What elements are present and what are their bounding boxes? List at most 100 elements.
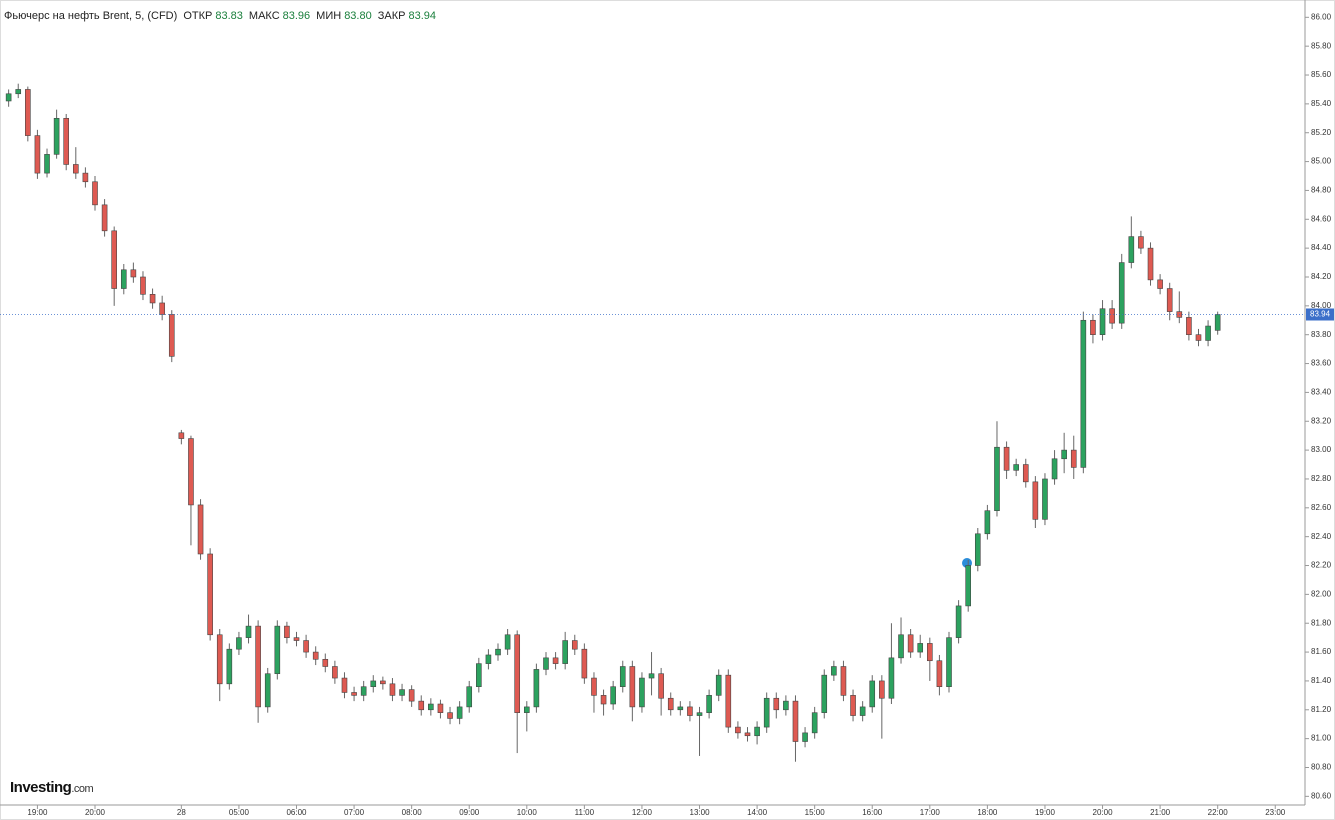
candle-body xyxy=(370,680,377,688)
candle-body xyxy=(984,510,991,535)
x-tick-label: 28 xyxy=(177,808,186,817)
candle-body xyxy=(236,637,242,650)
candle-body xyxy=(226,648,233,685)
candle-body xyxy=(523,706,530,713)
candle-body xyxy=(188,438,194,506)
candle-body xyxy=(658,673,664,699)
candle-body xyxy=(216,634,223,685)
candle-body xyxy=(207,553,213,636)
candle-body xyxy=(792,700,799,742)
candle-body xyxy=(504,634,511,650)
candle-body xyxy=(34,135,41,174)
ohlc-label: ЗАКР xyxy=(377,10,406,22)
y-tick-label: 81.80 xyxy=(1311,618,1332,627)
candle-body xyxy=(82,172,89,183)
candle-body xyxy=(447,712,453,719)
candle-body xyxy=(44,154,50,174)
candle-body xyxy=(974,533,981,566)
x-tick-label: 12:00 xyxy=(632,808,653,817)
y-tick-label: 85.20 xyxy=(1311,128,1332,137)
x-tick-label: 21:00 xyxy=(1150,808,1171,817)
candle-body xyxy=(1003,446,1010,471)
logo-suffix: .com xyxy=(71,783,94,795)
candle-body xyxy=(1042,478,1048,520)
candle-body xyxy=(111,230,117,289)
candle-body xyxy=(955,605,962,638)
candle-body xyxy=(495,648,501,656)
candle-body xyxy=(351,692,357,696)
candle-body xyxy=(1061,449,1067,460)
candle-body xyxy=(1090,319,1096,335)
candle-body xyxy=(332,666,338,679)
x-tick-label: 19:00 xyxy=(27,808,48,817)
candle-body xyxy=(159,302,165,315)
y-tick-label: 83.20 xyxy=(1311,416,1332,425)
candle-body xyxy=(715,674,722,696)
candle-body xyxy=(63,117,70,165)
candle-body xyxy=(552,657,559,664)
candle-body xyxy=(245,625,252,638)
candle-body xyxy=(1138,236,1144,249)
ohlc-value: 83.96 xyxy=(282,10,311,22)
chart-title: Фьючерс на нефть Brent, 5, (CFD) xyxy=(4,10,178,22)
y-tick-label: 82.20 xyxy=(1311,561,1332,570)
candle-body xyxy=(274,625,281,675)
y-tick-label: 83.00 xyxy=(1311,445,1332,454)
y-tick-label: 82.00 xyxy=(1311,589,1332,598)
y-tick-label: 85.40 xyxy=(1311,99,1332,108)
candle-body xyxy=(456,706,463,719)
candle-body xyxy=(1195,334,1202,341)
y-tick-label: 82.40 xyxy=(1311,532,1332,541)
y-tick-label: 82.80 xyxy=(1311,474,1332,483)
x-tick-label: 20:00 xyxy=(1093,808,1114,817)
candle-body xyxy=(476,663,482,688)
x-tick-label: 09:00 xyxy=(459,808,480,817)
x-tick-label: 07:00 xyxy=(344,808,365,817)
candle-body xyxy=(255,625,261,708)
x-tick-label: 13:00 xyxy=(690,808,711,817)
candle-body xyxy=(907,634,914,653)
header: Фьючерс на нефть Brent, 5, (CFD) ОТКР 83.… xyxy=(4,10,445,22)
candle-body xyxy=(610,686,616,705)
logo: Investing.com xyxy=(10,779,94,796)
candle-body xyxy=(92,181,98,206)
y-tick-label: 86.00 xyxy=(1311,12,1332,21)
x-tick-label: 16:00 xyxy=(862,808,883,817)
ohlc-value: 83.80 xyxy=(344,10,372,22)
candle-body xyxy=(917,643,924,653)
candle-body xyxy=(485,654,492,664)
candle-body xyxy=(1147,247,1154,281)
candle-body xyxy=(53,117,60,155)
candle-body xyxy=(936,660,943,688)
candle-body xyxy=(543,657,549,670)
x-tick-label: 17:00 xyxy=(920,808,941,817)
candle-body xyxy=(178,432,185,439)
candle-body xyxy=(783,700,789,711)
y-tick-label: 83.80 xyxy=(1311,330,1332,339)
candle-body xyxy=(1070,449,1077,468)
x-tick-label: 06:00 xyxy=(286,808,307,817)
candle-body xyxy=(639,677,645,708)
candle-body xyxy=(600,695,607,705)
ohlc-label: ОТКР xyxy=(183,10,213,22)
x-tick-label: 08:00 xyxy=(402,808,423,817)
candle-body xyxy=(399,689,405,696)
y-tick-label: 83.40 xyxy=(1311,388,1332,397)
candle-body xyxy=(168,314,175,357)
candle-body xyxy=(859,706,866,716)
x-tick-label: 11:00 xyxy=(575,808,595,817)
candle-body xyxy=(25,89,31,136)
candle-body xyxy=(687,706,693,716)
candle-body xyxy=(562,640,568,664)
y-tick-label: 85.00 xyxy=(1311,157,1332,166)
candle-body xyxy=(696,712,703,716)
x-tick-label: 22:00 xyxy=(1208,808,1229,817)
candle-body xyxy=(763,697,770,728)
candle-body xyxy=(428,703,434,711)
x-tick-label: 14:00 xyxy=(747,808,768,817)
candle-body xyxy=(264,673,271,708)
candle-body xyxy=(1205,325,1211,341)
candle-body xyxy=(773,697,780,711)
